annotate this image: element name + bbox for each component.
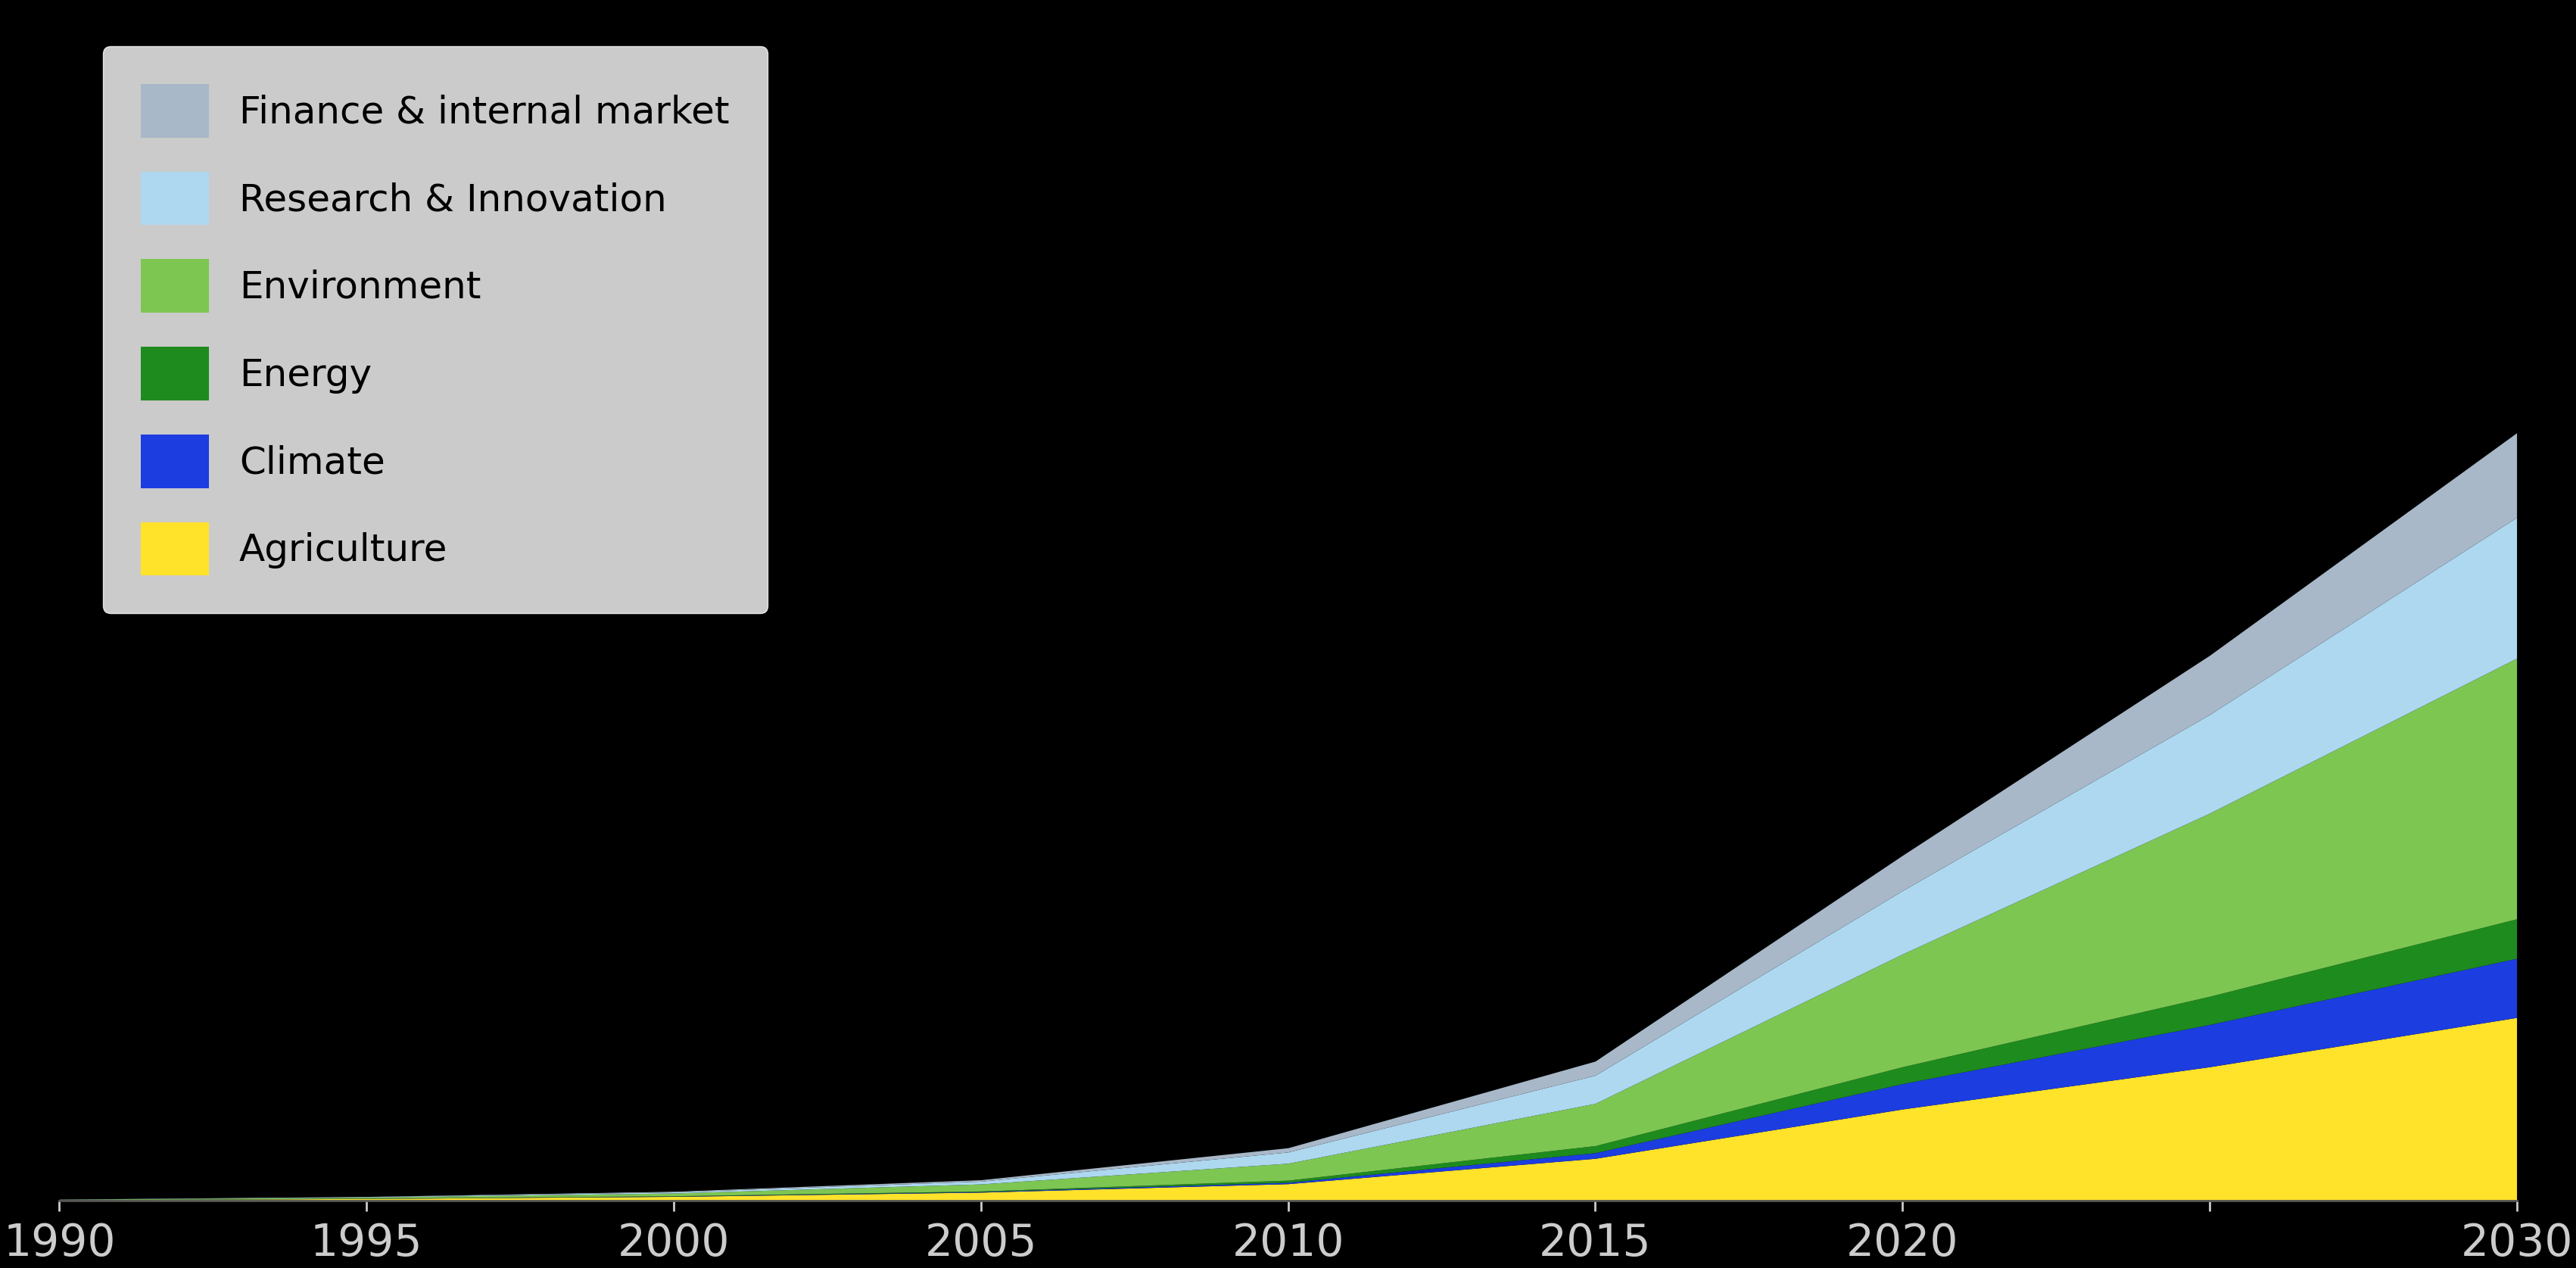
Legend: Finance & internal market, Research & Innovation, Environment, Energy, Climate, : Finance & internal market, Research & In… [103,46,768,614]
